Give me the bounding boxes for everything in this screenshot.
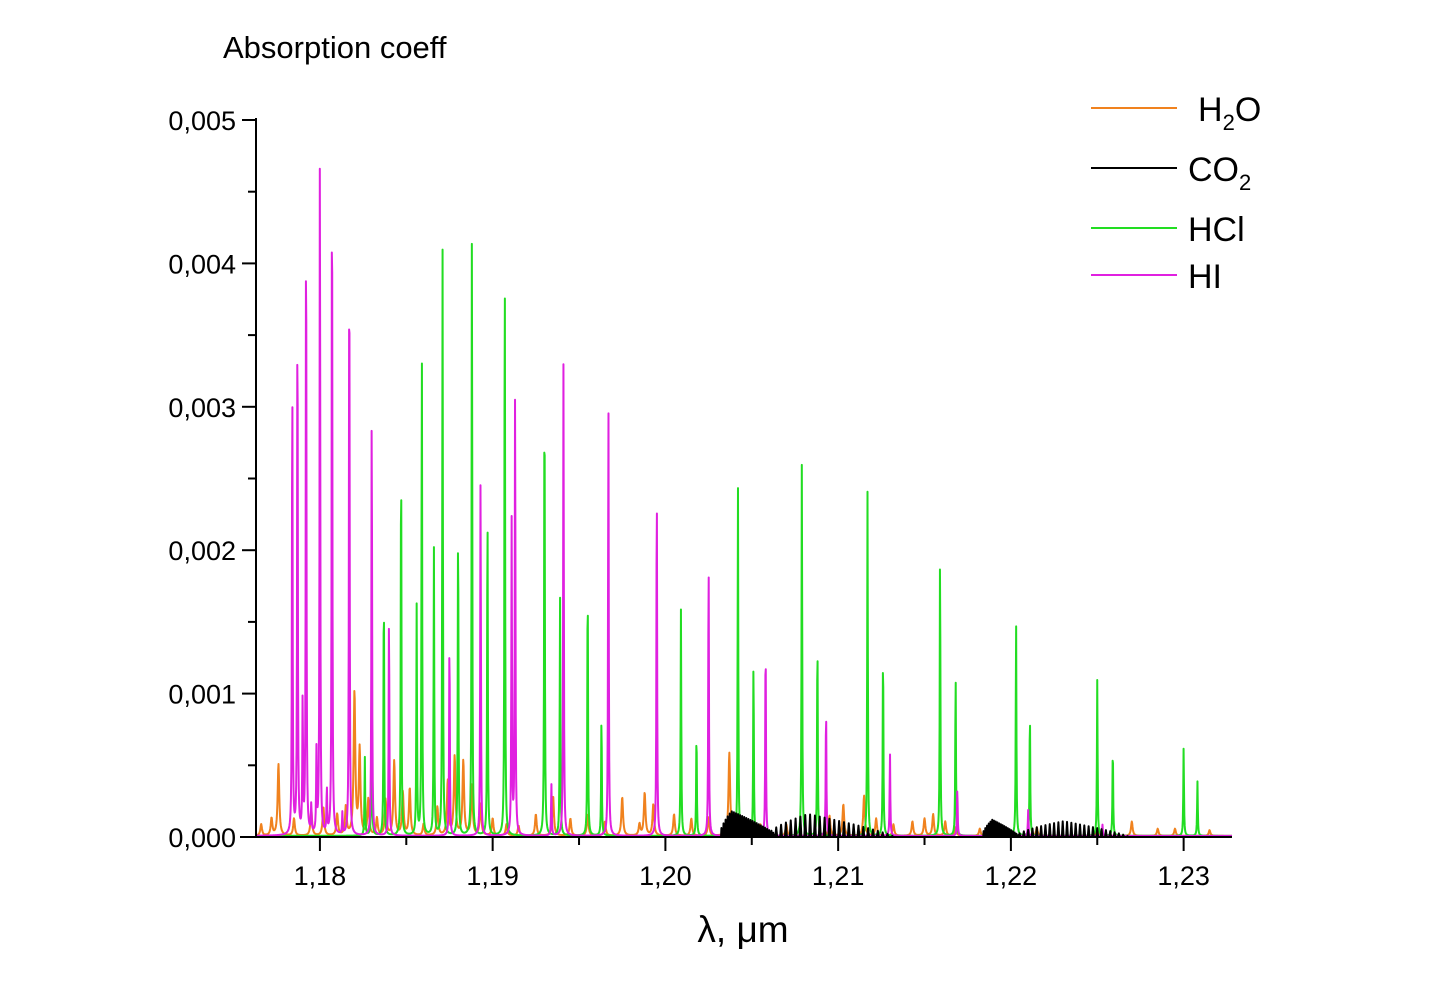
x-tick-label: 1,18 xyxy=(294,861,347,891)
x-axis-label: λ, μm xyxy=(697,909,788,950)
x-tick-label: 1,22 xyxy=(985,861,1038,891)
legend-label: HCl xyxy=(1188,211,1245,249)
legend-label: CO2 xyxy=(1188,151,1251,195)
legend-label: H2O xyxy=(1198,91,1261,135)
y-tick-label: 0,000 xyxy=(168,823,236,853)
x-tick-label: 1,21 xyxy=(812,861,865,891)
plot-area xyxy=(255,167,1233,838)
y-tick-label: 0,004 xyxy=(168,249,236,279)
y-axis-label: Absorption coeff xyxy=(223,30,447,65)
series-line-hcl xyxy=(255,242,1233,837)
y-tick-label: 0,002 xyxy=(168,536,236,566)
x-tick-label: 1,23 xyxy=(1157,861,1210,891)
y-tick-label: 0,005 xyxy=(168,106,236,136)
x-tick-label: 1,20 xyxy=(639,861,692,891)
y-ticks: 0,000 0,001 0,002 0,003 0,004 0,005 xyxy=(168,106,256,853)
legend: H2O CO2 HCl HI xyxy=(1091,91,1261,296)
y-tick-label: 0,001 xyxy=(168,680,236,710)
y-tick-label: 0,003 xyxy=(168,393,236,423)
legend-label: HI xyxy=(1188,258,1222,296)
x-ticks: 1,18 1,19 1,20 1,21 1,22 1,23 xyxy=(294,837,1210,891)
x-tick-label: 1,19 xyxy=(466,861,519,891)
